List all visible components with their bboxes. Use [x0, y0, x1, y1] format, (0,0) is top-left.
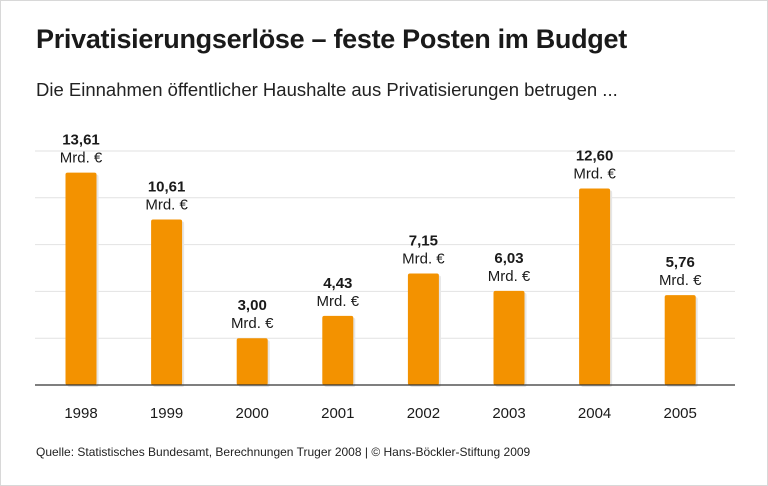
bar	[407, 273, 439, 385]
bar	[664, 295, 696, 385]
chart-title: Privatisierungserlöse – feste Posten im …	[36, 24, 627, 54]
x-tick-label: 2003	[492, 405, 525, 422]
data-label: 12,60	[576, 147, 614, 164]
data-unit-label: Mrd. €	[317, 293, 360, 310]
data-label: 3,00	[238, 297, 267, 314]
data-label: 7,15	[409, 232, 438, 249]
x-tick-label: 2004	[578, 405, 611, 422]
x-tick-label: 1998	[64, 405, 97, 422]
source-note: Quelle: Statistisches Bundesamt, Berechn…	[36, 445, 531, 459]
bar	[493, 290, 525, 385]
data-unit-label: Mrd. €	[231, 315, 274, 332]
x-tick-label: 2000	[236, 405, 269, 422]
data-label: 13,61	[62, 132, 100, 149]
data-label: 5,76	[666, 254, 695, 271]
bar	[65, 172, 97, 385]
data-label: 4,43	[323, 275, 352, 292]
data-unit-label: Mrd. €	[659, 272, 702, 289]
x-tick-label: 2005	[664, 405, 697, 422]
x-tick-label: 2002	[407, 405, 440, 422]
data-unit-label: Mrd. €	[573, 165, 616, 182]
data-label: 10,61	[148, 178, 186, 195]
data-unit-label: Mrd. €	[60, 150, 103, 167]
bar	[236, 338, 268, 385]
data-unit-label: Mrd. €	[145, 196, 188, 213]
data-unit-label: Mrd. €	[488, 268, 531, 285]
bar	[579, 188, 611, 385]
x-tick-label: 2001	[321, 405, 354, 422]
chart-subtitle: Die Einnahmen öffentlicher Haushalte aus…	[36, 79, 618, 100]
data-unit-label: Mrd. €	[402, 250, 445, 267]
bar	[151, 219, 183, 385]
bar	[322, 315, 354, 385]
data-label: 6,03	[494, 250, 523, 267]
x-tick-label: 1999	[150, 405, 183, 422]
